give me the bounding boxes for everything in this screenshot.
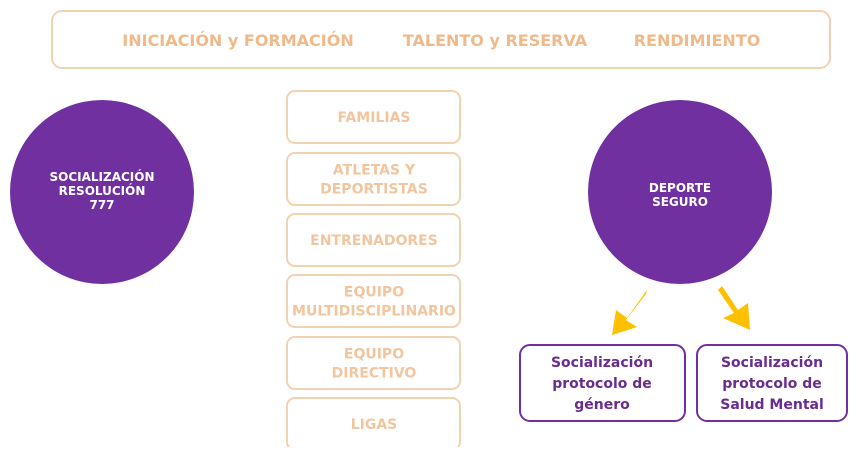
protocol-label: Socialización xyxy=(721,355,823,371)
group-label: FAMILIAS xyxy=(338,110,411,126)
header-box xyxy=(51,10,831,69)
group-label: ENTRENADORES xyxy=(310,233,438,249)
arrow xyxy=(718,286,750,330)
arrow xyxy=(612,290,647,335)
protocol-box xyxy=(696,344,848,422)
group-label: ATLETAS Y xyxy=(333,163,416,179)
group-label: EQUIPO xyxy=(344,285,404,301)
circle-label: DEPORTE xyxy=(649,181,711,195)
group-box xyxy=(286,336,461,390)
group-label: DEPORTISTAS xyxy=(320,182,428,198)
protocol-label: Socialización xyxy=(551,355,653,371)
circle-label: 777 xyxy=(89,198,114,212)
group-box xyxy=(286,213,461,267)
group-box xyxy=(286,274,461,328)
group-box xyxy=(286,152,461,206)
protocol-label: género xyxy=(574,397,630,413)
protocol-label: protocolo de xyxy=(552,376,652,392)
right-circle xyxy=(588,100,772,284)
group-box xyxy=(286,90,461,144)
header-item: TALENTO y RESERVA xyxy=(403,31,588,50)
group-label: MULTIDISCIPLINARIO xyxy=(292,304,456,320)
group-label: DIRECTIVO xyxy=(332,366,417,382)
protocol-label: protocolo de xyxy=(722,376,822,392)
protocol-label: Salud Mental xyxy=(720,397,824,413)
circle-label: SEGURO xyxy=(652,195,708,209)
header-item: INICIACIÓN y FORMACIÓN xyxy=(122,31,353,50)
left-circle xyxy=(10,100,194,284)
header-item: RENDIMIENTO xyxy=(634,31,761,50)
circle-label: SOCIALIZACIÓN xyxy=(49,169,154,184)
protocol-box xyxy=(519,344,686,422)
group-label: EQUIPO xyxy=(344,347,404,363)
circle-label: RESOLUCIÓN xyxy=(59,183,146,198)
group-label: LIGAS xyxy=(351,417,398,433)
